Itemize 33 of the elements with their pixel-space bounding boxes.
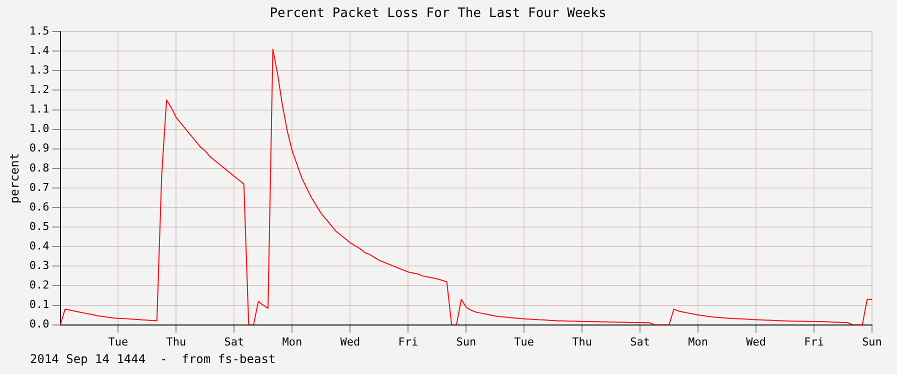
y-tick-label: 1.0	[29, 122, 50, 136]
y-axis-title: percent	[7, 152, 22, 204]
x-tick-label: Sat	[224, 335, 244, 348]
x-tick-label: Sat	[630, 335, 650, 348]
x-tick-label: Mon	[282, 335, 302, 348]
y-tick-label: 1.3	[29, 64, 50, 77]
y-tick-label: 0.8	[29, 161, 50, 174]
x-tick-label: Thu	[572, 335, 592, 348]
y-tick-label: 0.7	[29, 180, 50, 194]
x-tick-label: Sun	[862, 335, 882, 348]
y-tick-label: 1.1	[29, 102, 50, 116]
x-tick-label: Thu	[166, 335, 186, 348]
y-tick-label: 1.5	[29, 24, 50, 38]
y-tick-label: 0.3	[29, 259, 50, 272]
y-tick-label: 0.6	[29, 200, 50, 214]
x-tick-label: Wed	[340, 335, 360, 348]
x-tick-label: Fri	[804, 335, 824, 348]
x-tick-label: Fri	[398, 335, 418, 348]
y-tick-label: 0.1	[29, 298, 50, 312]
y-tick-label: 0.4	[29, 239, 50, 252]
text: 2014 Sep 14 1444 - from fs-beast	[30, 352, 276, 366]
y-tick-label: 0.9	[29, 142, 50, 155]
y-tick-label: 1.4	[29, 44, 50, 58]
y-tick-label: 0.0	[29, 318, 50, 331]
y-tick-label: 1.2	[29, 83, 50, 96]
x-tick-label: Tue	[108, 335, 128, 348]
y-tick-label: 0.2	[29, 278, 50, 292]
x-tick-label: Wed	[746, 335, 766, 348]
y-tick-label: 0.5	[29, 220, 50, 233]
x-tick-label: Sun	[456, 335, 476, 348]
x-tick-label: Mon	[688, 335, 708, 348]
x-tick-label: Tue	[514, 335, 534, 348]
chart-title: Percent Packet Loss For The Last Four Weeks	[270, 6, 606, 22]
